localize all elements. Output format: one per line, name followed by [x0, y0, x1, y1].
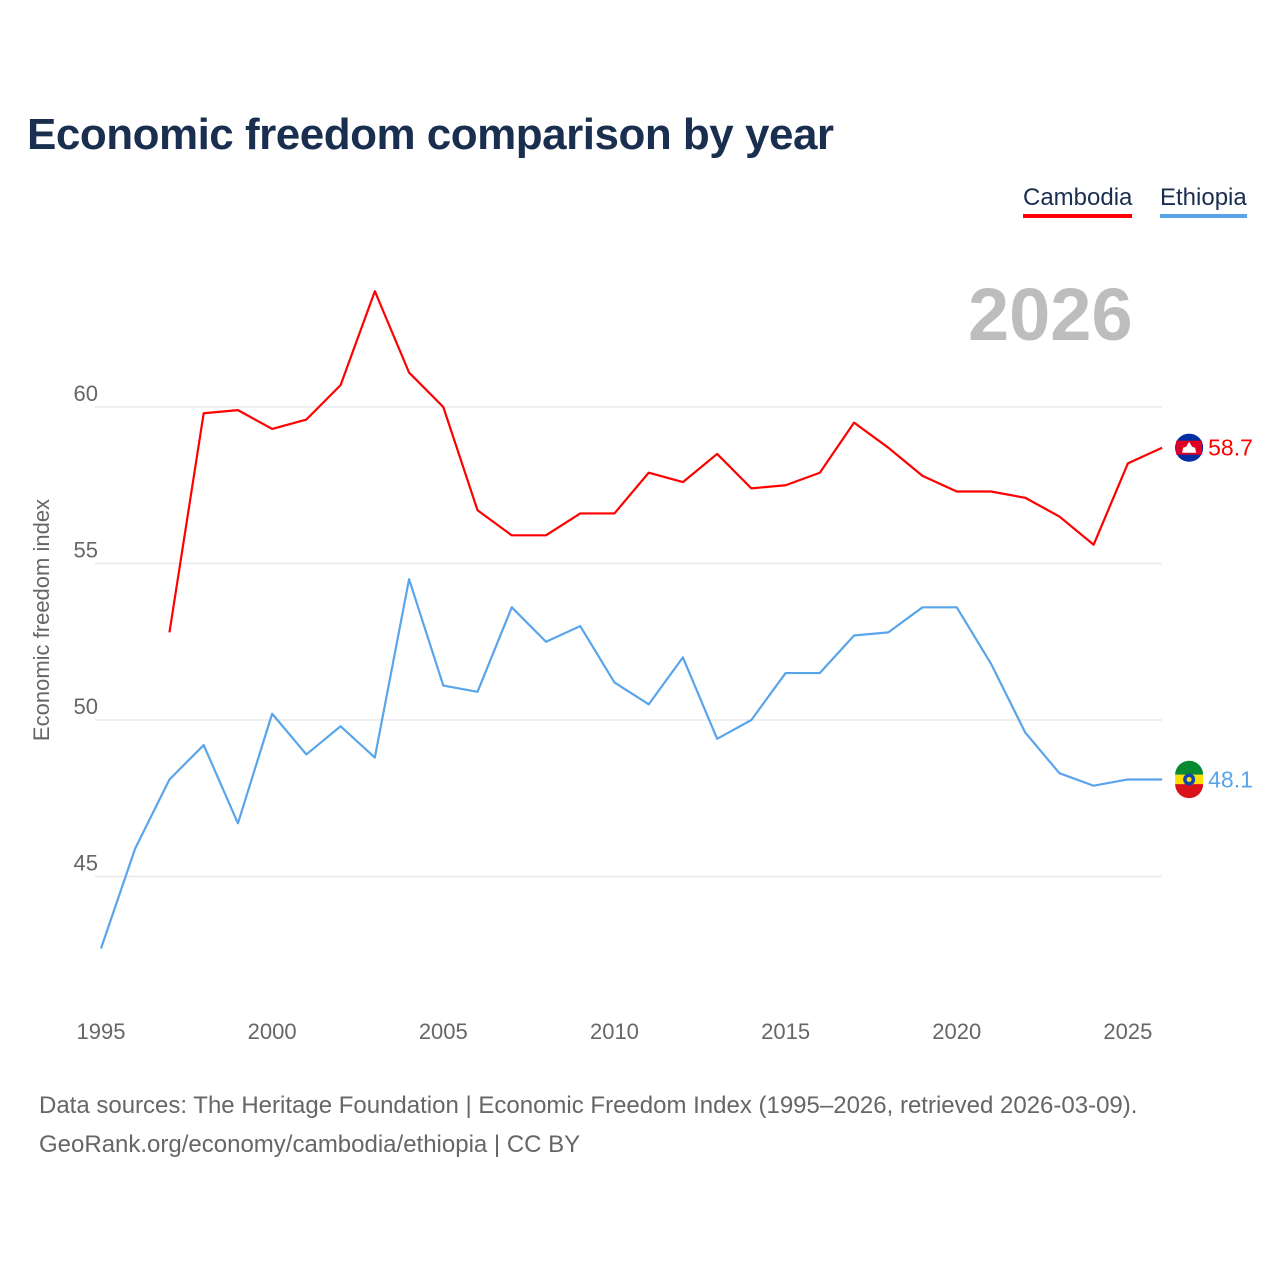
x-tick-label: 2015	[761, 1019, 810, 1044]
flag-green	[1175, 760, 1204, 775]
end-value-label-cambodia: 58.7	[1208, 435, 1253, 461]
source-note: Data sources: The Heritage Foundation | …	[39, 1086, 1137, 1164]
x-tick-label: 2020	[932, 1019, 981, 1044]
y-tick-label: 60	[74, 381, 98, 406]
y-tick-label: 50	[74, 694, 98, 719]
x-tick-label: 2005	[419, 1019, 468, 1044]
series-line-cambodia	[168, 290, 1163, 633]
legend-cambodia[interactable]: Cambodia	[1023, 184, 1133, 218]
ethiopia-flag-icon	[1175, 760, 1204, 799]
x-tick-label: 1995	[77, 1019, 126, 1044]
y-tick-label: 55	[74, 538, 98, 563]
current-year-label: 2026	[968, 273, 1133, 356]
end-value-label-ethiopia: 48.1	[1208, 766, 1253, 792]
x-tick-label: 2000	[248, 1019, 297, 1044]
x-tick-label: 2025	[1103, 1019, 1152, 1044]
cambodia-flag-icon	[1175, 433, 1204, 462]
legend-ethiopia[interactable]: Ethiopia	[1160, 184, 1247, 218]
flag-temple	[1182, 441, 1197, 453]
x-tick-label: 2010	[590, 1019, 639, 1044]
source-line-2: GeoRank.org/economy/cambodia/ethiopia | …	[39, 1131, 581, 1158]
source-line-1: Data sources: The Heritage Foundation | …	[39, 1092, 1138, 1119]
y-tick-label: 45	[74, 851, 98, 876]
chart-title: Economic freedom comparison by year	[27, 110, 834, 159]
series-line-ethiopia	[99, 578, 1163, 949]
flag-star	[1186, 776, 1192, 782]
flag-red	[1175, 784, 1204, 799]
